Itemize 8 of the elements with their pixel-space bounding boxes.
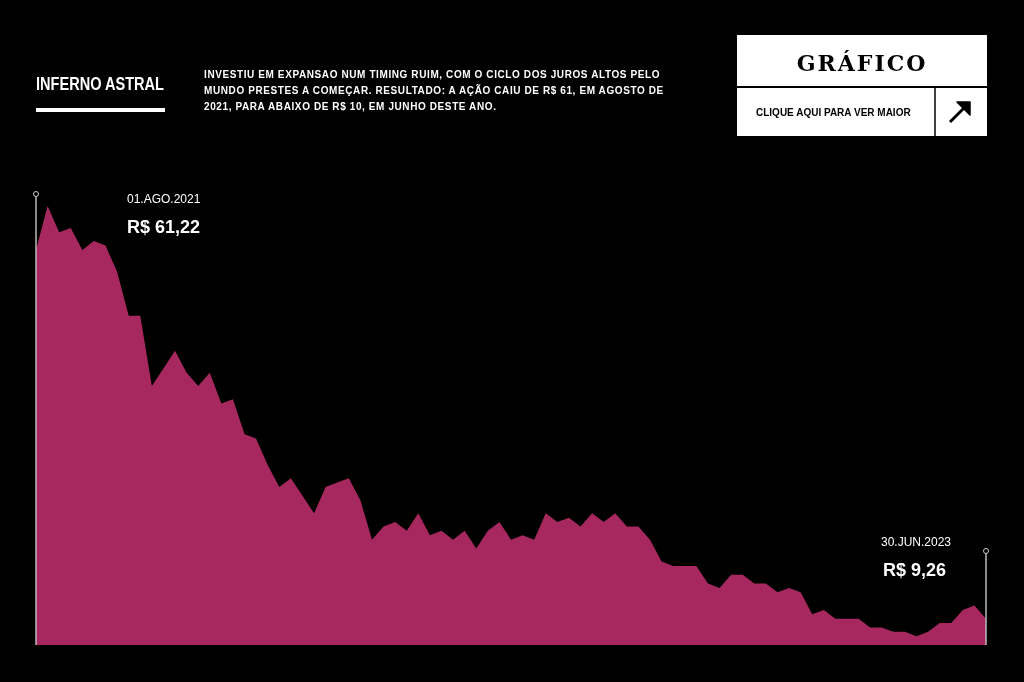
chart-subtitle: INVESTIU EM EXPANSAO NUM TIMING RUIM, COM O CICLO DOS JUROS ALTOS PELO MUNDO PRESTES A COMEÇAR. RESULTADO: A AÇÃO CAIU DE R$ 61, EM AGOSTO DE 2021, PARA ABAIXO DE R$ 10, EM JUNHO DESTE ANO. <box>204 69 664 112</box>
annotation: 30.JUN.2023 <box>881 535 952 549</box>
text: CLIQUE AQUI PARA VER MAIOR <box>756 107 912 118</box>
text: GRÁFICO <box>796 50 928 76</box>
annotation: R$ 9,26 <box>883 560 947 580</box>
annotation: R$ 61,22 <box>127 217 201 237</box>
annotation: 01.AGO.2021 <box>127 192 201 206</box>
chart-title: INFERNO ASTRAL <box>36 73 204 94</box>
